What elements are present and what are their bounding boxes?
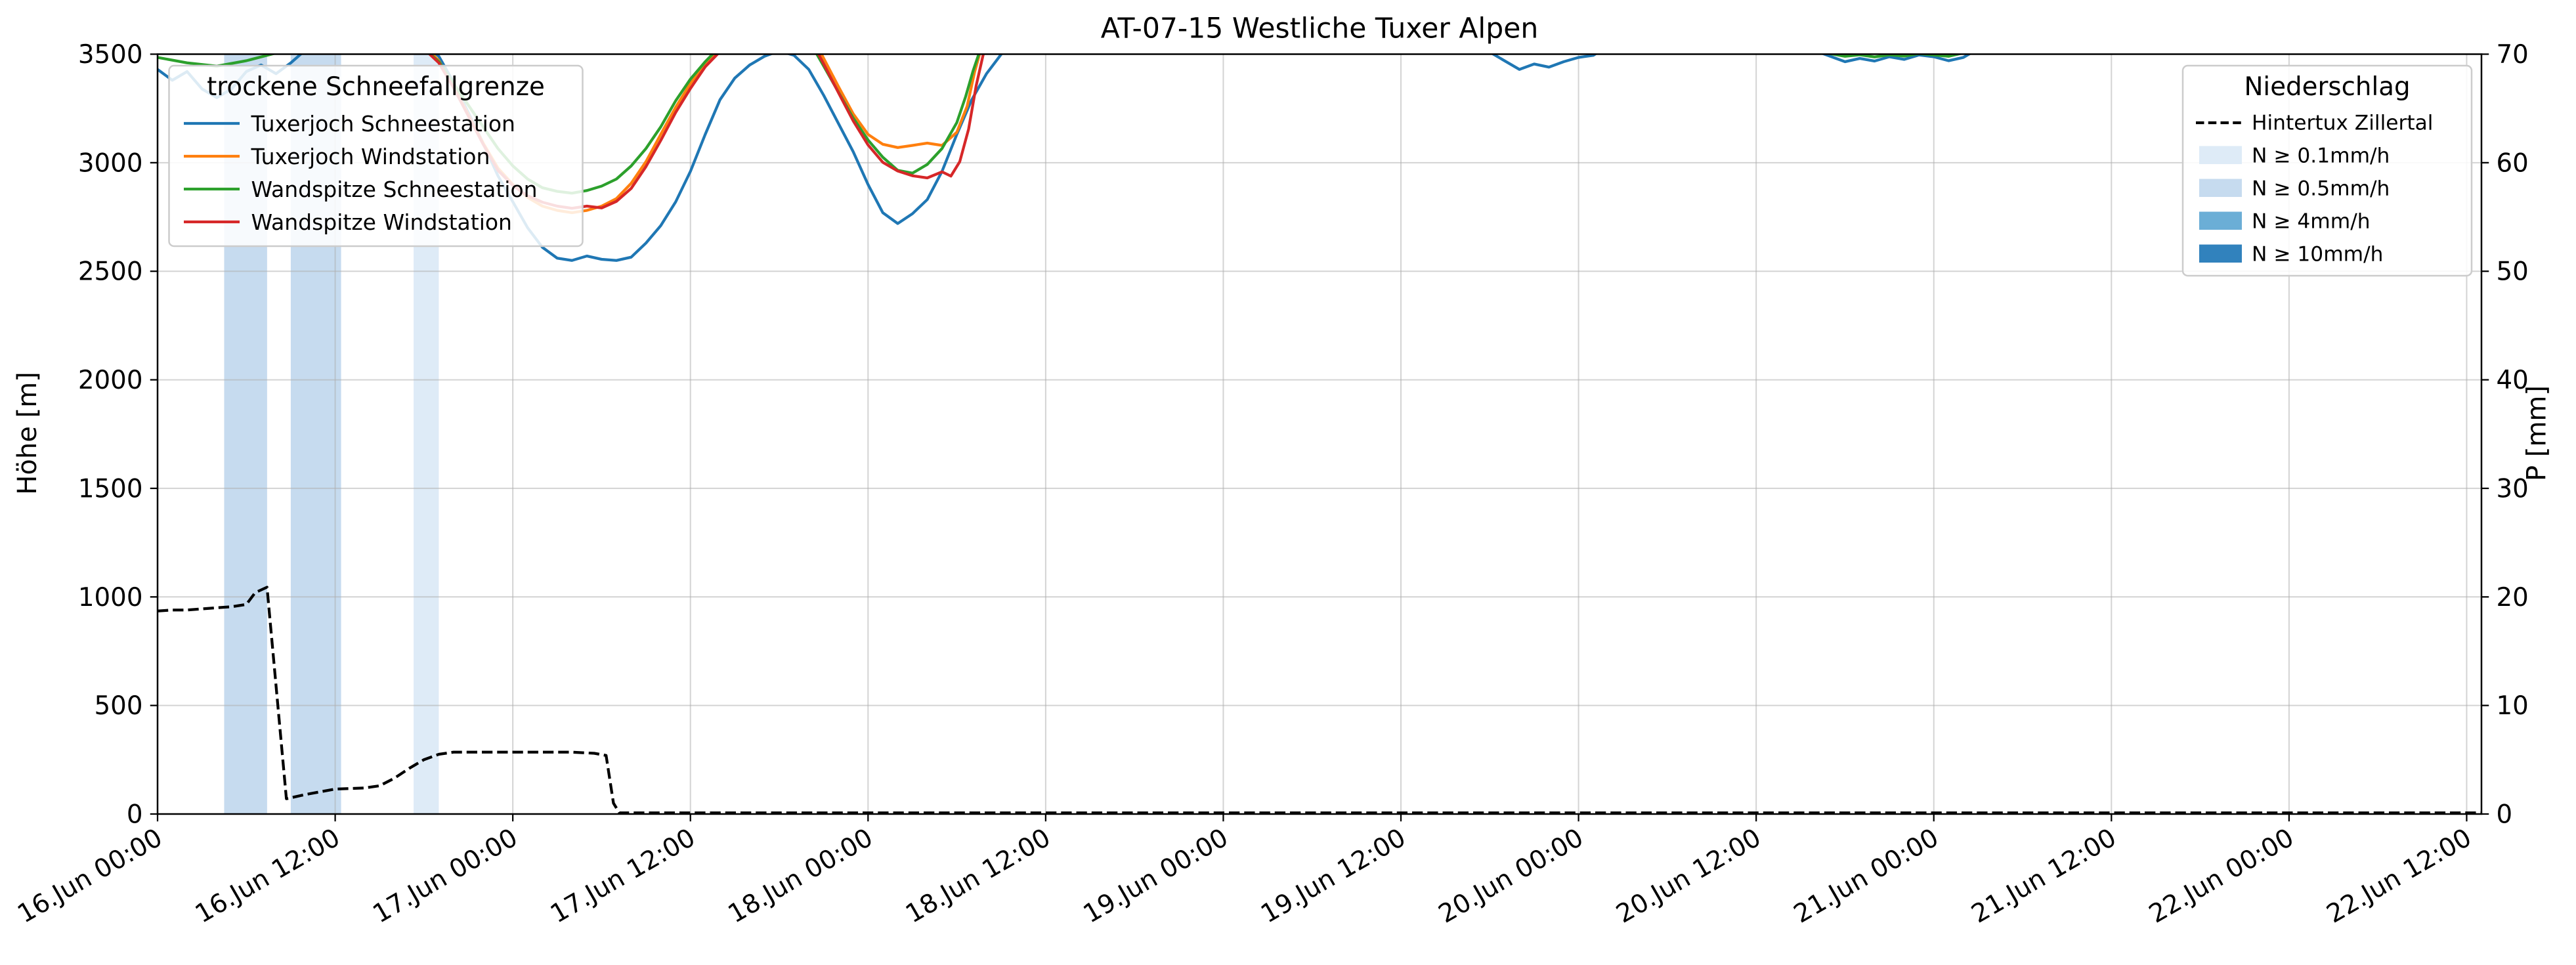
legend-item-label: N ≥ 0.5mm/h: [2252, 177, 2390, 201]
y-right-tick-label: 70: [2497, 40, 2529, 70]
legend-item-label: Wandspitze Schneestation: [251, 177, 538, 202]
legend-snowline-frame: [168, 64, 584, 247]
legend-patch-sample: [2199, 146, 2242, 164]
y-left-tick-label: 2500: [78, 257, 143, 287]
y-left-tick-label: 500: [95, 691, 143, 721]
x-tick-label: 19.Jun 00:00: [1079, 823, 1234, 929]
x-tick-labels: 16.Jun 00:00 16.Jun 12:00 17.Jun 00:00 17.J…: [12, 823, 2476, 929]
y-left-tick-label: 1500: [78, 474, 143, 504]
legend-patch-sample: [2199, 244, 2242, 263]
y-left-tick-label: 3500: [78, 40, 143, 70]
x-tick-label: 20.Jun 00:00: [1434, 823, 1589, 929]
x-tick-label: 16.Jun 12:00: [190, 823, 345, 929]
x-tick-label: 19.Jun 12:00: [1256, 823, 1411, 929]
legend-item-label: Wandspitze Windstation: [251, 209, 512, 235]
y-left-tick-label: 3000: [78, 148, 143, 178]
x-tick-label: 17.Jun 12:00: [546, 823, 700, 929]
legend-patch-sample: [2199, 211, 2242, 230]
y-right-tick-label: 20: [2497, 583, 2529, 612]
y-right-axis-label: P [mm]: [2522, 385, 2552, 481]
x-tick-label: 20.Jun 12:00: [1611, 823, 1766, 929]
legend-patch-sample: [2199, 179, 2242, 197]
y-left-tick-label: 2000: [78, 366, 143, 395]
plot-frame: [156, 53, 2483, 815]
legend-precip: Niederschlag Hintertux Zillertal N ≥ 0.1…: [2181, 64, 2473, 277]
y-right-tick-label: 30: [2497, 474, 2529, 504]
x-tick-label: 18.Jun 00:00: [723, 823, 878, 929]
y-left-tick-label: 0: [127, 800, 143, 830]
series-line-tuxerjoch-schneestation: [158, 54, 1972, 262]
x-tick-label: 22.Jun 00:00: [2144, 823, 2299, 929]
y-right-tick-label: 60: [2497, 148, 2529, 178]
y-right-tick-label: 0: [2497, 800, 2513, 830]
y-right-tick-label: 10: [2497, 691, 2529, 721]
y-right-tick-labels: 0 10 20 30 40 50 60 70: [2497, 40, 2529, 830]
legend-item-label: Tuxerjoch Windstation: [251, 144, 490, 169]
y-right-tick-label: 40: [2497, 366, 2529, 395]
legend-snowline-title: trockene Schneefallgrenze: [207, 72, 545, 102]
x-tick-label: 16.Jun 00:00: [12, 823, 167, 929]
tick-marks: [150, 53, 2489, 822]
legend-item-label: Tuxerjoch Schneestation: [251, 111, 515, 137]
x-tick-label: 18.Jun 12:00: [901, 823, 1056, 929]
y-right-tick-label: 50: [2497, 257, 2529, 287]
x-tick-label: 21.Jun 12:00: [1967, 823, 2122, 929]
y-left-tick-label: 1000: [78, 583, 143, 612]
precip-dashed-line: [158, 586, 2482, 814]
legend-precip-title: Niederschlag: [2244, 72, 2410, 102]
y-left-tick-labels: 0 500 1000 1500 2000 2500 3000 3500: [78, 40, 143, 830]
legend-item-label: N ≥ 0.1mm/h: [2252, 144, 2390, 168]
legend-item-label: N ≥ 10mm/h: [2252, 243, 2383, 267]
legend-snowline: trockene Schneefallgrenze Tuxerjoch Schn…: [168, 64, 584, 247]
y-left-axis-label: Höhe [m]: [12, 372, 43, 494]
legend-item-label: N ≥ 4mm/h: [2252, 210, 2371, 234]
x-tick-label: 17.Jun 00:00: [368, 823, 523, 929]
legend-precip-frame: [2181, 64, 2473, 277]
x-tick-label: 22.Jun 12:00: [2322, 823, 2477, 929]
x-tick-label: 21.Jun 00:00: [1789, 823, 1944, 929]
precip-line-hintertux-zillertal: [158, 586, 2482, 814]
legend-item-label: Hintertux Zillertal: [2252, 112, 2433, 135]
chart-title: AT-07-15 Westliche Tuxer Alpen: [1101, 13, 1539, 45]
